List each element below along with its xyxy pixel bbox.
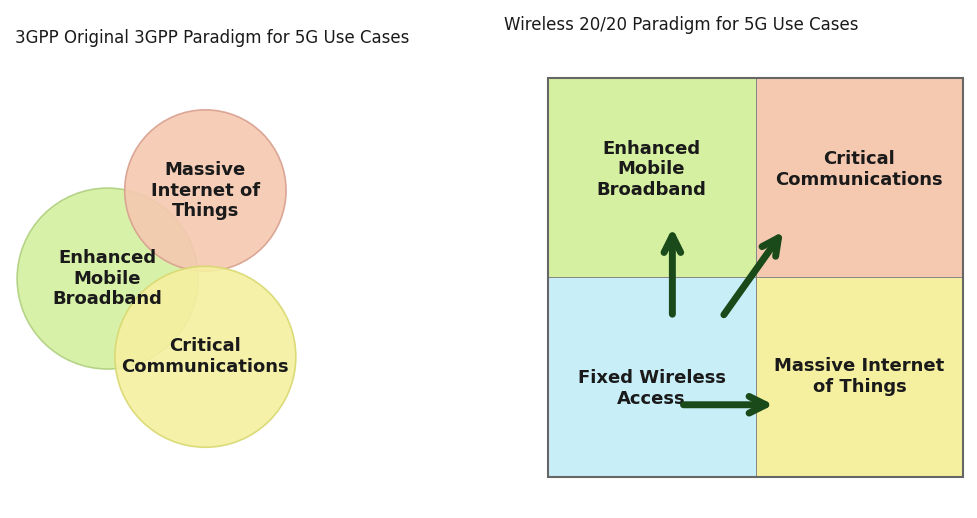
Bar xyxy=(754,277,962,477)
Text: Enhanced
Mobile
Broadband: Enhanced Mobile Broadband xyxy=(596,140,705,199)
Bar xyxy=(754,78,962,277)
Text: Enhanced
Mobile
Broadband: Enhanced Mobile Broadband xyxy=(53,249,162,308)
Text: 3GPP Original 3GPP Paradigm for 5G Use Cases: 3GPP Original 3GPP Paradigm for 5G Use C… xyxy=(15,29,408,47)
Text: Massive
Internet of
Things: Massive Internet of Things xyxy=(150,161,260,220)
Text: Fixed Wireless
Access: Fixed Wireless Access xyxy=(577,369,725,408)
Text: Critical
Communications: Critical Communications xyxy=(121,337,289,376)
Circle shape xyxy=(115,266,295,447)
Bar xyxy=(547,78,962,477)
Circle shape xyxy=(17,188,197,369)
Circle shape xyxy=(125,110,285,271)
Text: Massive Internet
of Things: Massive Internet of Things xyxy=(774,357,944,396)
Bar xyxy=(547,78,754,277)
Text: Critical
Communications: Critical Communications xyxy=(775,150,942,189)
Bar xyxy=(547,277,754,477)
Text: Wireless 20/20 Paradigm for 5G Use Cases: Wireless 20/20 Paradigm for 5G Use Cases xyxy=(503,16,857,34)
